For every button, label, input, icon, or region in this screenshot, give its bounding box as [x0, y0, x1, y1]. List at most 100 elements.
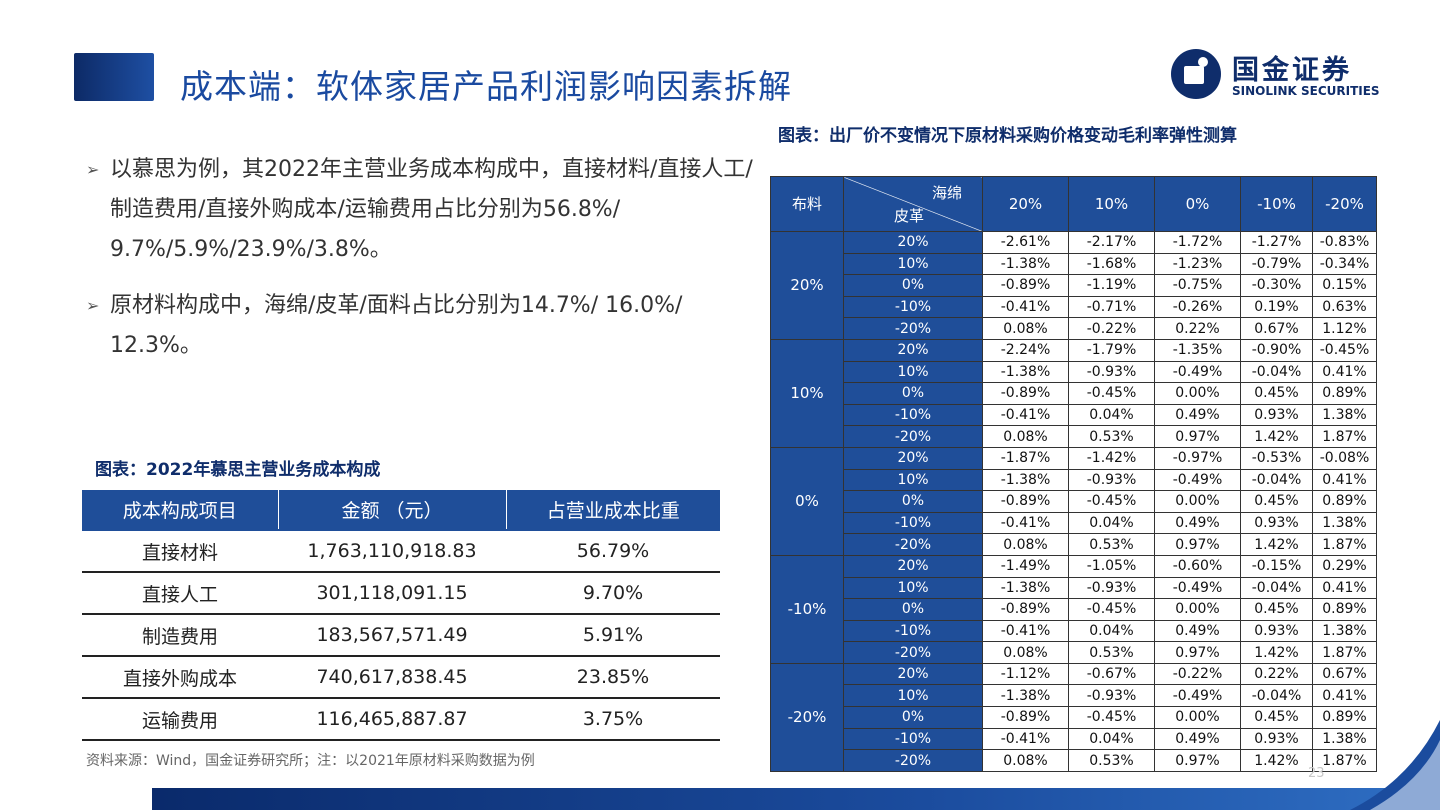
sensitivity-table-caption: 图表：出厂价不变情况下原材料采购价格变动毛利率弹性测算 [778, 126, 1237, 146]
table-row: 20% 20% -2.61% -2.17% -1.72% -1.27% -0.83% [770, 231, 1377, 340]
table-cell: -0.04% [1240, 360, 1313, 384]
table-cell: 0.53% [1068, 533, 1155, 556]
table-cell: 直接材料 [82, 529, 278, 573]
leather-change-cell: -20% [843, 425, 983, 448]
table-cell: -0.75% [1154, 274, 1241, 297]
table-cell: 0.97% [1154, 749, 1241, 772]
table-cell: -0.93% [1068, 576, 1155, 600]
leather-change-cell: 0% [843, 598, 983, 621]
table-cell: 0.41% [1312, 684, 1377, 708]
leather-change-cell: -20% [843, 317, 983, 340]
leather-change-cell: 20% [843, 338, 983, 362]
table-cell: 0.45% [1240, 706, 1313, 729]
cost-table-caption: 图表：2022年慕思主营业务成本构成 [95, 460, 381, 480]
table-row: 10% -1.38% -0.93% -0.49% -0.04% 0.41% [771, 360, 1377, 384]
table-row: -10% -0.41% 0.04% 0.49% 0.93% 1.38% [771, 619, 1377, 643]
page-title: 成本端：软体家居产品利润影响因素拆解 [180, 67, 792, 106]
table-cell: -0.49% [1154, 576, 1241, 600]
table-cell: -1.38% [982, 684, 1069, 708]
table-cell: 0.22% [1154, 317, 1241, 340]
table-cell: -0.08% [1312, 446, 1377, 470]
table-row: 10% 20% -2.24% -1.79% -1.35% -0.90% -0.45% [770, 338, 1377, 448]
table-row: -10% -0.41% -0.71% -0.26% 0.19% 0.63% [771, 295, 1377, 319]
table-cell: -0.41% [982, 295, 1069, 319]
table-cell: 0.41% [1312, 468, 1377, 492]
table-cell: 0.08% [982, 749, 1069, 772]
table-cell: 0.15% [1312, 274, 1377, 297]
column-header: 成本构成项目 [82, 490, 278, 530]
leather-change-cell: 20% [843, 231, 983, 254]
table-cell: -0.89% [982, 490, 1069, 513]
leather-change-cell: 0% [843, 274, 983, 297]
bullet-text: 以慕思为例，其2022年主营业务成本构成中，直接材料/直接人工/制造费用/直接外… [110, 157, 753, 262]
table-cell: 1.42% [1240, 425, 1313, 448]
table-cell: -0.93% [1068, 684, 1155, 708]
table-cell: -0.41% [982, 619, 1069, 643]
table-row: 0% 20% -1.87% -1.42% -0.97% -0.53% -0.08% [770, 446, 1377, 556]
fabric-change-cell: 10% [770, 338, 844, 448]
table-cell: -1.49% [982, 554, 1069, 578]
table-cell: -1.72% [1154, 231, 1241, 254]
leather-change-cell: 0% [843, 706, 983, 729]
page-number: 23 [1308, 766, 1325, 781]
fabric-change-cell: 0% [770, 446, 844, 556]
table-cell: 0.93% [1240, 511, 1313, 535]
sponge-axis-label: 海绵 [931, 184, 962, 202]
table-cell: 0.67% [1240, 317, 1313, 340]
column-header: 20% [982, 176, 1069, 232]
leather-change-cell: 10% [843, 360, 983, 384]
table-cell: -2.24% [982, 338, 1069, 362]
table-cell: -0.45% [1068, 598, 1155, 621]
table-row: 运输费用 116,465,887.87 3.75% [82, 698, 720, 741]
table-cell: 116,465,887.87 [278, 698, 506, 741]
table-row: 0% -0.89% -0.45% 0.00% 0.45% 0.89% [771, 490, 1377, 513]
table-cell: -1.38% [982, 360, 1069, 384]
table-cell: 0.19% [1240, 295, 1313, 319]
table-row: -10% 20% -1.49% -1.05% -0.60% -0.15% 0.29% [770, 554, 1377, 664]
table-row: 0% -0.89% -1.19% -0.75% -0.30% 0.15% [771, 274, 1377, 297]
table-cell: 183,567,571.49 [278, 614, 506, 657]
table-cell: -0.97% [1154, 446, 1241, 470]
table-cell: 0.22% [1240, 662, 1313, 686]
table-cell: -0.93% [1068, 360, 1155, 384]
table-cell: -0.45% [1068, 490, 1155, 513]
leather-change-cell: 20% [843, 446, 983, 470]
leather-change-cell: -10% [843, 727, 983, 751]
table-cell: -1.27% [1240, 231, 1313, 254]
source-note: 资料来源：Wind，国金证券研究所；注：以2021年原材料采购数据为例 [86, 753, 535, 769]
table-cell: -0.41% [982, 403, 1069, 427]
table-cell: -1.23% [1154, 252, 1241, 276]
table-cell: -1.05% [1068, 554, 1155, 578]
table-cell: 1.42% [1240, 749, 1313, 772]
table-cell: -0.26% [1154, 295, 1241, 319]
table-cell: -0.15% [1240, 554, 1313, 578]
table-cell: 0.89% [1312, 490, 1377, 513]
table-cell: 1.38% [1312, 727, 1377, 751]
table-cell: 直接人工 [82, 572, 278, 615]
table-cell: -0.67% [1068, 662, 1155, 686]
column-header: 10% [1068, 176, 1155, 232]
table-row: 10% -1.38% -1.68% -1.23% -0.79% -0.34% [771, 252, 1377, 276]
table-cell: 740,617,838.45 [278, 656, 506, 699]
table-cell: -1.19% [1068, 274, 1155, 297]
table-cell: 0.45% [1240, 490, 1313, 513]
table-cell: 0.89% [1312, 598, 1377, 621]
table-cell: -0.45% [1068, 382, 1155, 405]
leather-change-cell: -20% [843, 533, 983, 556]
table-cell: 0.49% [1154, 727, 1241, 751]
table-cell: 运输费用 [82, 698, 278, 741]
logo-english-name: SINOLINK SECURITIES [1232, 84, 1380, 98]
table-cell: 0.45% [1240, 598, 1313, 621]
table-cell: 0.00% [1154, 598, 1241, 621]
table-cell: 0.97% [1154, 533, 1241, 556]
leather-change-cell: 10% [843, 468, 983, 492]
table-cell: -0.89% [982, 274, 1069, 297]
leather-change-cell: -10% [843, 619, 983, 643]
leather-change-cell: -20% [843, 749, 983, 772]
table-cell: -0.53% [1240, 446, 1313, 470]
table-cell: 0.00% [1154, 490, 1241, 513]
table-row: 制造费用 183,567,571.49 5.91% [82, 614, 720, 657]
table-row: -20% 20% -1.12% -0.67% -0.22% 0.22% 0.67% [770, 662, 1377, 772]
table-cell: 1.38% [1312, 511, 1377, 535]
table-row: -10% -0.41% 0.04% 0.49% 0.93% 1.38% [771, 727, 1377, 751]
